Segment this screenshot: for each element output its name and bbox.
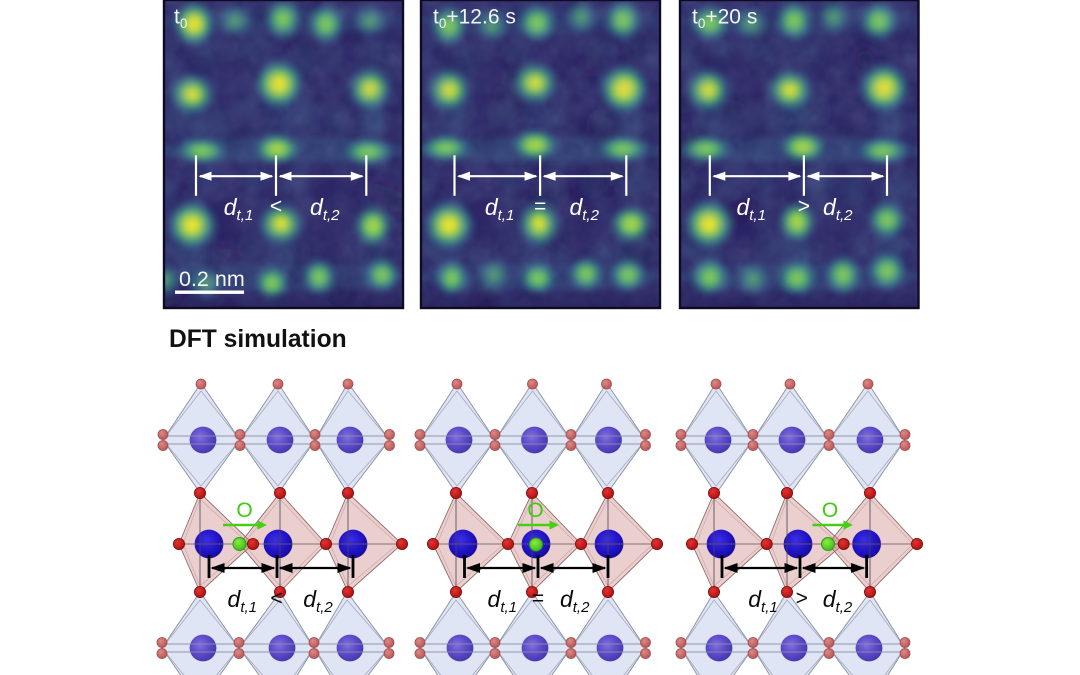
svg-text:O: O	[527, 499, 543, 522]
svg-text:<: <	[270, 587, 282, 610]
svg-text:>: >	[798, 195, 810, 218]
svg-text:dt,1: dt,1	[485, 194, 514, 224]
svg-text:=: =	[534, 195, 546, 218]
svg-text:0.2 nm: 0.2 nm	[179, 267, 245, 291]
svg-text:O: O	[822, 499, 838, 522]
svg-text:<: <	[270, 195, 282, 218]
svg-text:>: >	[796, 587, 808, 610]
svg-text:O: O	[236, 499, 252, 522]
svg-text:=: =	[532, 587, 544, 610]
svg-text:t0+12.6 s: t0+12.6 s	[433, 6, 516, 32]
svg-text:DFT simulation: DFT simulation	[169, 326, 347, 353]
